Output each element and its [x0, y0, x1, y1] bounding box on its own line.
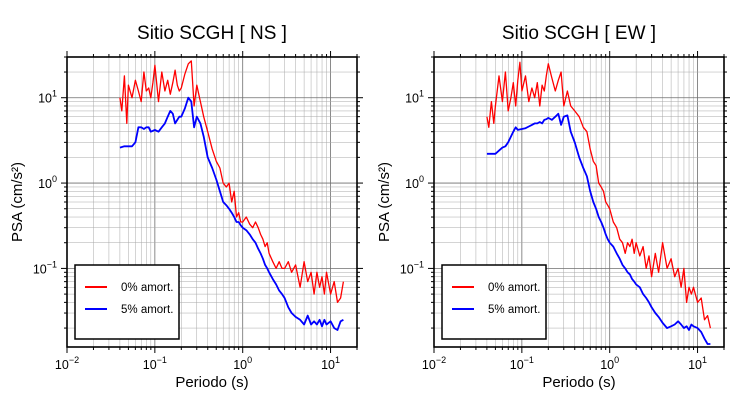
chart-title: Sitio SCGH [ NS ] [137, 23, 287, 44]
legend-label: 0% amort. [121, 282, 173, 294]
chart-panel-ns: Sitio SCGH [ NS ] Periodo (s) PSA (cm/s²… [9, 23, 363, 391]
y-axis-label: PSA (cm/s²) [9, 162, 26, 242]
x-tick-label: 10−1 [143, 355, 167, 372]
chart-panel-ew: Sitio SCGH [ EW ] Periodo (s) PSA (cm/s²… [376, 23, 730, 391]
y-axis-label: PSA (cm/s²) [376, 162, 393, 242]
y-tick-label: 10−1 [33, 259, 57, 276]
x-tick-label: 101 [321, 355, 340, 372]
x-axis-label: Periodo (s) [175, 374, 248, 391]
x-tick-label: 10−1 [510, 355, 534, 372]
x-tick-label: 10−2 [422, 355, 446, 372]
legend: 0% amort. 5% amort. [74, 264, 180, 340]
legend-label: 5% amort. [488, 304, 540, 316]
x-tick-label: 101 [688, 355, 707, 372]
y-tick-label: 100 [38, 174, 57, 191]
legend-label: 5% amort. [121, 304, 173, 316]
y-tick-label: 101 [38, 89, 57, 106]
legend: 0% amort. 5% amort. [441, 264, 547, 340]
series-line-blue [119, 96, 344, 331]
axis-ticks [61, 51, 363, 353]
x-tick-label: 100 [600, 355, 619, 372]
y-tick-label: 10−1 [400, 259, 424, 276]
series-line-blue [486, 112, 711, 345]
x-axis-label: Periodo (s) [542, 374, 615, 391]
grid [66, 56, 358, 347]
legend-label: 0% amort. [488, 282, 540, 294]
y-tick-label: 100 [405, 174, 424, 191]
series-line-red [486, 61, 712, 329]
chart-title: Sitio SCGH [ EW ] [502, 23, 656, 44]
y-tick-label: 101 [405, 89, 424, 106]
x-tick-label: 10−2 [55, 355, 79, 372]
axis-ticks [428, 51, 730, 353]
legend-box [441, 264, 547, 340]
series-line-red [119, 60, 345, 304]
legend-box [74, 264, 180, 340]
x-tick-label: 100 [233, 355, 252, 372]
